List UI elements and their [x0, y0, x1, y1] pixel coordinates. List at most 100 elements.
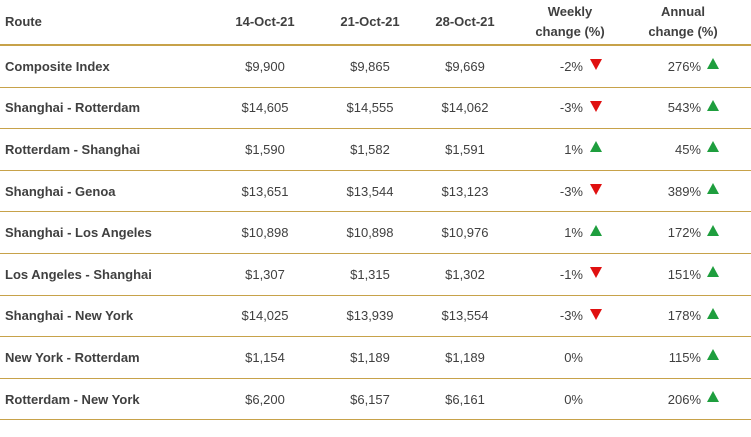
up-arrow-icon — [707, 58, 719, 70]
rate-date-1: $13,651 — [241, 183, 289, 199]
route-name: Rotterdam - New York — [5, 391, 140, 407]
annual-change-cell: 172% — [628, 212, 738, 253]
rate-date-3: $1,302 — [445, 266, 485, 282]
up-arrow-icon — [707, 266, 719, 278]
weekly-change-value: -2% — [559, 58, 583, 74]
weekly-change-value: 0% — [564, 349, 583, 365]
rate-date-3: $10,976 — [441, 225, 489, 241]
header-weekly-change: Weekly change (%) — [520, 0, 620, 44]
header-annual-line2: change (%) — [648, 24, 718, 39]
annual-change-value: 178% — [667, 308, 701, 324]
header-date-2: 21-Oct-21 — [340, 14, 400, 29]
table-row: Rotterdam - New York $6,200 $6,157 $6,161 0%… — [0, 379, 751, 421]
annual-change-cell: 178% — [628, 296, 738, 337]
rate-date-1: $6,200 — [245, 391, 285, 407]
annual-change-cell: 45% — [628, 129, 738, 170]
rate-date-1: $1,154 — [245, 349, 285, 365]
table-header: Route 14-Oct-21 21-Oct-21 28-Oct-21 Week… — [0, 0, 751, 46]
table-row: Shanghai - New York $14,025 $13,939 $13,554… — [0, 296, 751, 338]
header-annual-change: Annual change (%) — [628, 0, 738, 44]
annual-change-cell: 389% — [628, 171, 738, 212]
table-row: Composite Index $9,900 $9,865 $9,669 -2% 276% — [0, 46, 751, 88]
route-name: Shanghai - Los Angeles — [5, 225, 152, 241]
annual-change-value: 45% — [674, 141, 701, 157]
table-row: New York - Rotterdam $1,154 $1,189 $1,189 0%… — [0, 337, 751, 379]
rate-date-2: $9,865 — [350, 58, 390, 74]
header-route: Route — [5, 14, 42, 29]
weekly-change-cell: -3% — [520, 88, 620, 129]
up-arrow-icon — [590, 224, 602, 236]
route-name: New York - Rotterdam — [5, 349, 140, 365]
annual-change-value: 276% — [667, 58, 701, 74]
down-arrow-icon — [590, 184, 602, 196]
down-arrow-icon — [590, 308, 602, 320]
rate-date-3: $6,161 — [445, 391, 485, 407]
weekly-change-value: 0% — [564, 391, 583, 407]
annual-change-value: 543% — [667, 100, 701, 116]
table-row: Shanghai - Genoa $13,651 $13,544 $13,123 -3%… — [0, 171, 751, 213]
weekly-change-cell: -1% — [520, 254, 620, 295]
rate-date-1: $14,025 — [241, 308, 289, 324]
weekly-change-value: -3% — [559, 308, 583, 324]
table-row: Shanghai - Rotterdam $14,605 $14,555 $14,06… — [0, 88, 751, 130]
weekly-change-cell: 1% — [520, 129, 620, 170]
header-weekly-line2: change (%) — [535, 24, 605, 39]
rate-date-3: $13,554 — [441, 308, 489, 324]
weekly-change-value: 1% — [564, 141, 583, 157]
annual-change-value: 172% — [667, 225, 701, 241]
weekly-change-cell: 1% — [520, 212, 620, 253]
route-name: Shanghai - Genoa — [5, 183, 116, 199]
down-arrow-icon — [590, 59, 602, 71]
rate-date-2: $1,582 — [350, 141, 390, 157]
weekly-change-value: -1% — [559, 266, 583, 282]
weekly-change-cell: -3% — [520, 171, 620, 212]
annual-change-value: 389% — [667, 183, 701, 199]
annual-change-value: 206% — [667, 391, 701, 407]
header-date-3: 28-Oct-21 — [435, 14, 495, 29]
rate-date-3: $1,591 — [445, 141, 485, 157]
rate-date-3: $14,062 — [441, 100, 489, 116]
up-arrow-icon — [707, 99, 719, 111]
annual-change-cell: 206% — [628, 379, 738, 420]
rate-date-2: $10,898 — [346, 225, 394, 241]
up-arrow-icon — [707, 391, 719, 403]
header-annual-line1: Annual — [660, 4, 706, 19]
rate-date-1: $9,900 — [245, 58, 285, 74]
rate-date-3: $1,189 — [445, 349, 485, 365]
annual-change-cell: 151% — [628, 254, 738, 295]
rate-date-1: $1,590 — [245, 141, 285, 157]
route-name: Shanghai - Rotterdam — [5, 100, 141, 116]
route-name: Rotterdam - Shanghai — [5, 141, 141, 157]
up-arrow-icon — [707, 183, 719, 195]
annual-change-cell: 543% — [628, 88, 738, 129]
weekly-change-value: -3% — [559, 183, 583, 199]
weekly-change-value: -3% — [559, 100, 583, 116]
rate-date-2: $13,939 — [346, 308, 394, 324]
rate-date-2: $6,157 — [350, 391, 390, 407]
weekly-change-value: 1% — [564, 225, 583, 241]
rate-date-1: $10,898 — [241, 225, 289, 241]
rate-date-1: $1,307 — [245, 266, 285, 282]
rate-date-2: $14,555 — [346, 100, 394, 116]
route-name: Shanghai - New York — [5, 308, 134, 324]
up-arrow-icon — [590, 141, 602, 153]
rate-date-2: $1,315 — [350, 266, 390, 282]
rate-date-1: $14,605 — [241, 100, 289, 116]
rate-date-3: $9,669 — [445, 58, 485, 74]
annual-change-value: 115% — [668, 349, 701, 365]
rate-date-3: $13,123 — [441, 183, 489, 199]
down-arrow-icon — [590, 267, 602, 279]
up-arrow-icon — [707, 307, 719, 319]
weekly-change-cell: 0% — [520, 379, 620, 420]
up-arrow-icon — [707, 141, 719, 153]
up-arrow-icon — [707, 349, 719, 361]
route-name: Composite Index — [5, 58, 110, 74]
annual-change-cell: 115% — [628, 337, 738, 378]
rate-date-2: $1,189 — [350, 349, 390, 365]
table-row: Shanghai - Los Angeles $10,898 $10,898 $10,… — [0, 212, 751, 254]
table-row: Rotterdam - Shanghai $1,590 $1,582 $1,591 1%… — [0, 129, 751, 171]
up-arrow-icon — [707, 224, 719, 236]
annual-change-cell: 276% — [628, 46, 738, 87]
weekly-change-cell: 0% — [520, 337, 620, 378]
